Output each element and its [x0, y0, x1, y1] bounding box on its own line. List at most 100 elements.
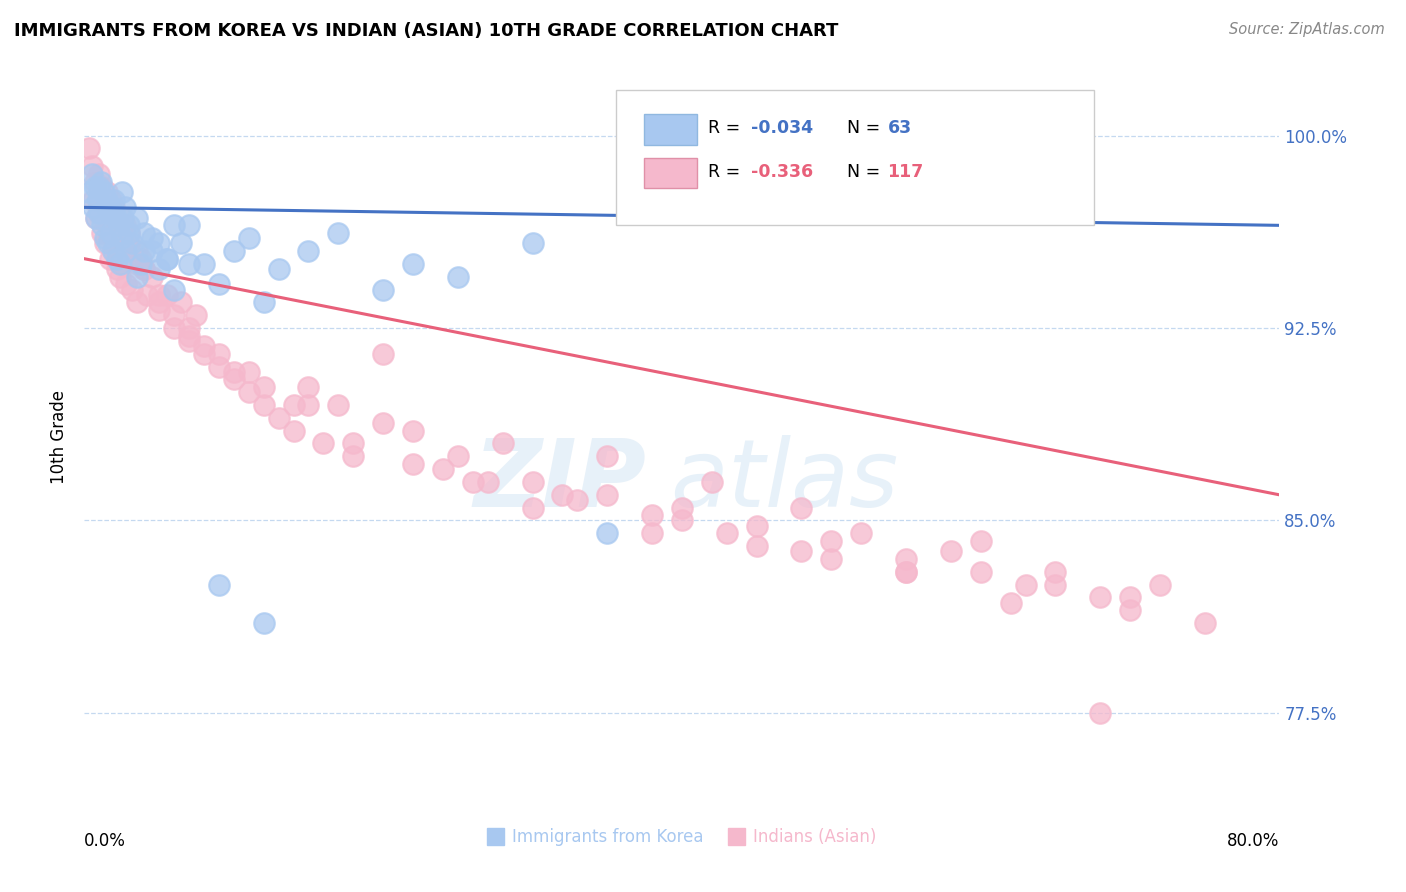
Point: [1090, 591, 1112, 605]
Point: [641, 526, 664, 541]
Point: [104, 211, 127, 225]
Text: ZIP: ZIP: [474, 435, 647, 527]
Text: 63: 63: [887, 120, 911, 137]
Point: [103, 193, 125, 207]
Point: [98, 252, 121, 266]
Point: [86, 211, 108, 225]
Point: [170, 295, 193, 310]
Point: [111, 226, 134, 240]
Point: [105, 252, 128, 266]
Point: [193, 346, 215, 360]
Point: [118, 226, 141, 240]
Point: [745, 518, 768, 533]
Point: [125, 244, 148, 258]
Point: [101, 244, 124, 258]
Point: [894, 552, 917, 566]
Point: [107, 244, 129, 258]
Point: [283, 424, 305, 438]
Point: [103, 231, 125, 245]
Point: [596, 526, 619, 541]
Legend: Immigrants from Korea, Indians (Asian): Immigrants from Korea, Indians (Asian): [481, 822, 883, 853]
Point: [522, 500, 544, 515]
Point: [432, 462, 454, 476]
Point: [373, 283, 395, 297]
Point: [222, 244, 245, 258]
Point: [110, 257, 132, 271]
Point: [87, 193, 110, 207]
Point: [100, 226, 122, 240]
Point: [155, 252, 177, 266]
Point: [222, 365, 245, 379]
Point: [851, 526, 873, 541]
Point: [267, 262, 290, 277]
Point: [253, 616, 276, 631]
Point: [96, 205, 118, 219]
Point: [96, 185, 118, 199]
Point: [112, 211, 135, 225]
Point: [208, 277, 231, 292]
Text: -0.336: -0.336: [751, 163, 813, 181]
Point: [105, 262, 128, 277]
Point: [132, 226, 156, 240]
Point: [177, 219, 200, 233]
FancyBboxPatch shape: [616, 89, 1094, 225]
Point: [148, 236, 170, 251]
Point: [112, 257, 135, 271]
Point: [820, 552, 842, 566]
Point: [163, 321, 186, 335]
Point: [100, 193, 122, 207]
Point: [170, 236, 193, 251]
Point: [163, 308, 186, 322]
Point: [94, 231, 117, 245]
Point: [118, 226, 141, 240]
Text: N =: N =: [846, 120, 886, 137]
Point: [297, 380, 319, 394]
Point: [110, 269, 132, 284]
Point: [551, 488, 574, 502]
Point: [238, 365, 260, 379]
Point: [93, 185, 115, 199]
Point: [129, 252, 152, 266]
Point: [77, 185, 100, 199]
Text: 0.0%: 0.0%: [84, 832, 127, 850]
FancyBboxPatch shape: [644, 158, 697, 188]
Point: [107, 219, 129, 233]
Point: [86, 211, 108, 225]
Point: [103, 200, 125, 214]
Point: [671, 514, 693, 528]
Point: [91, 219, 114, 233]
Point: [1119, 603, 1142, 617]
Point: [1045, 577, 1067, 591]
Point: [671, 500, 693, 515]
Point: [132, 262, 156, 277]
Point: [97, 219, 120, 233]
Point: [208, 577, 231, 591]
Point: [97, 236, 120, 251]
Point: [148, 287, 170, 301]
FancyBboxPatch shape: [644, 114, 697, 145]
Point: [238, 385, 260, 400]
Point: [177, 334, 200, 348]
Point: [253, 398, 276, 412]
Point: [141, 244, 163, 258]
Point: [114, 219, 136, 233]
Point: [132, 262, 156, 277]
Point: [90, 179, 112, 194]
Text: Source: ZipAtlas.com: Source: ZipAtlas.com: [1229, 22, 1385, 37]
Text: -0.034: -0.034: [751, 120, 813, 137]
Point: [492, 436, 515, 450]
Point: [98, 205, 121, 219]
Point: [297, 244, 319, 258]
Point: [1090, 706, 1112, 720]
Point: [402, 257, 425, 271]
Point: [477, 475, 499, 489]
Point: [402, 457, 425, 471]
Point: [94, 236, 117, 251]
Point: [820, 534, 842, 549]
Point: [328, 226, 350, 240]
Point: [461, 475, 484, 489]
Point: [790, 500, 813, 515]
Point: [101, 244, 124, 258]
Point: [90, 175, 112, 189]
Point: [1000, 596, 1022, 610]
